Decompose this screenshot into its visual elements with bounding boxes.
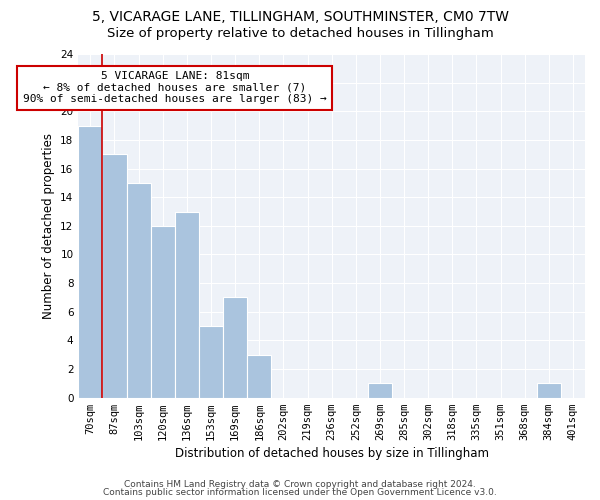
Text: Contains HM Land Registry data © Crown copyright and database right 2024.: Contains HM Land Registry data © Crown c…: [124, 480, 476, 489]
Bar: [199, 326, 223, 398]
Text: 5 VICARAGE LANE: 81sqm
← 8% of detached houses are smaller (7)
90% of semi-detac: 5 VICARAGE LANE: 81sqm ← 8% of detached …: [23, 71, 326, 104]
Bar: [175, 212, 199, 398]
Bar: [537, 384, 561, 398]
Bar: [151, 226, 175, 398]
Text: Contains public sector information licensed under the Open Government Licence v3: Contains public sector information licen…: [103, 488, 497, 497]
Text: 5, VICARAGE LANE, TILLINGHAM, SOUTHMINSTER, CM0 7TW: 5, VICARAGE LANE, TILLINGHAM, SOUTHMINST…: [91, 10, 509, 24]
Bar: [368, 384, 392, 398]
Bar: [79, 126, 103, 398]
Bar: [247, 354, 271, 398]
Y-axis label: Number of detached properties: Number of detached properties: [41, 133, 55, 319]
Text: Size of property relative to detached houses in Tillingham: Size of property relative to detached ho…: [107, 28, 493, 40]
X-axis label: Distribution of detached houses by size in Tillingham: Distribution of detached houses by size …: [175, 447, 488, 460]
Bar: [103, 154, 127, 398]
Bar: [127, 183, 151, 398]
Bar: [223, 298, 247, 398]
